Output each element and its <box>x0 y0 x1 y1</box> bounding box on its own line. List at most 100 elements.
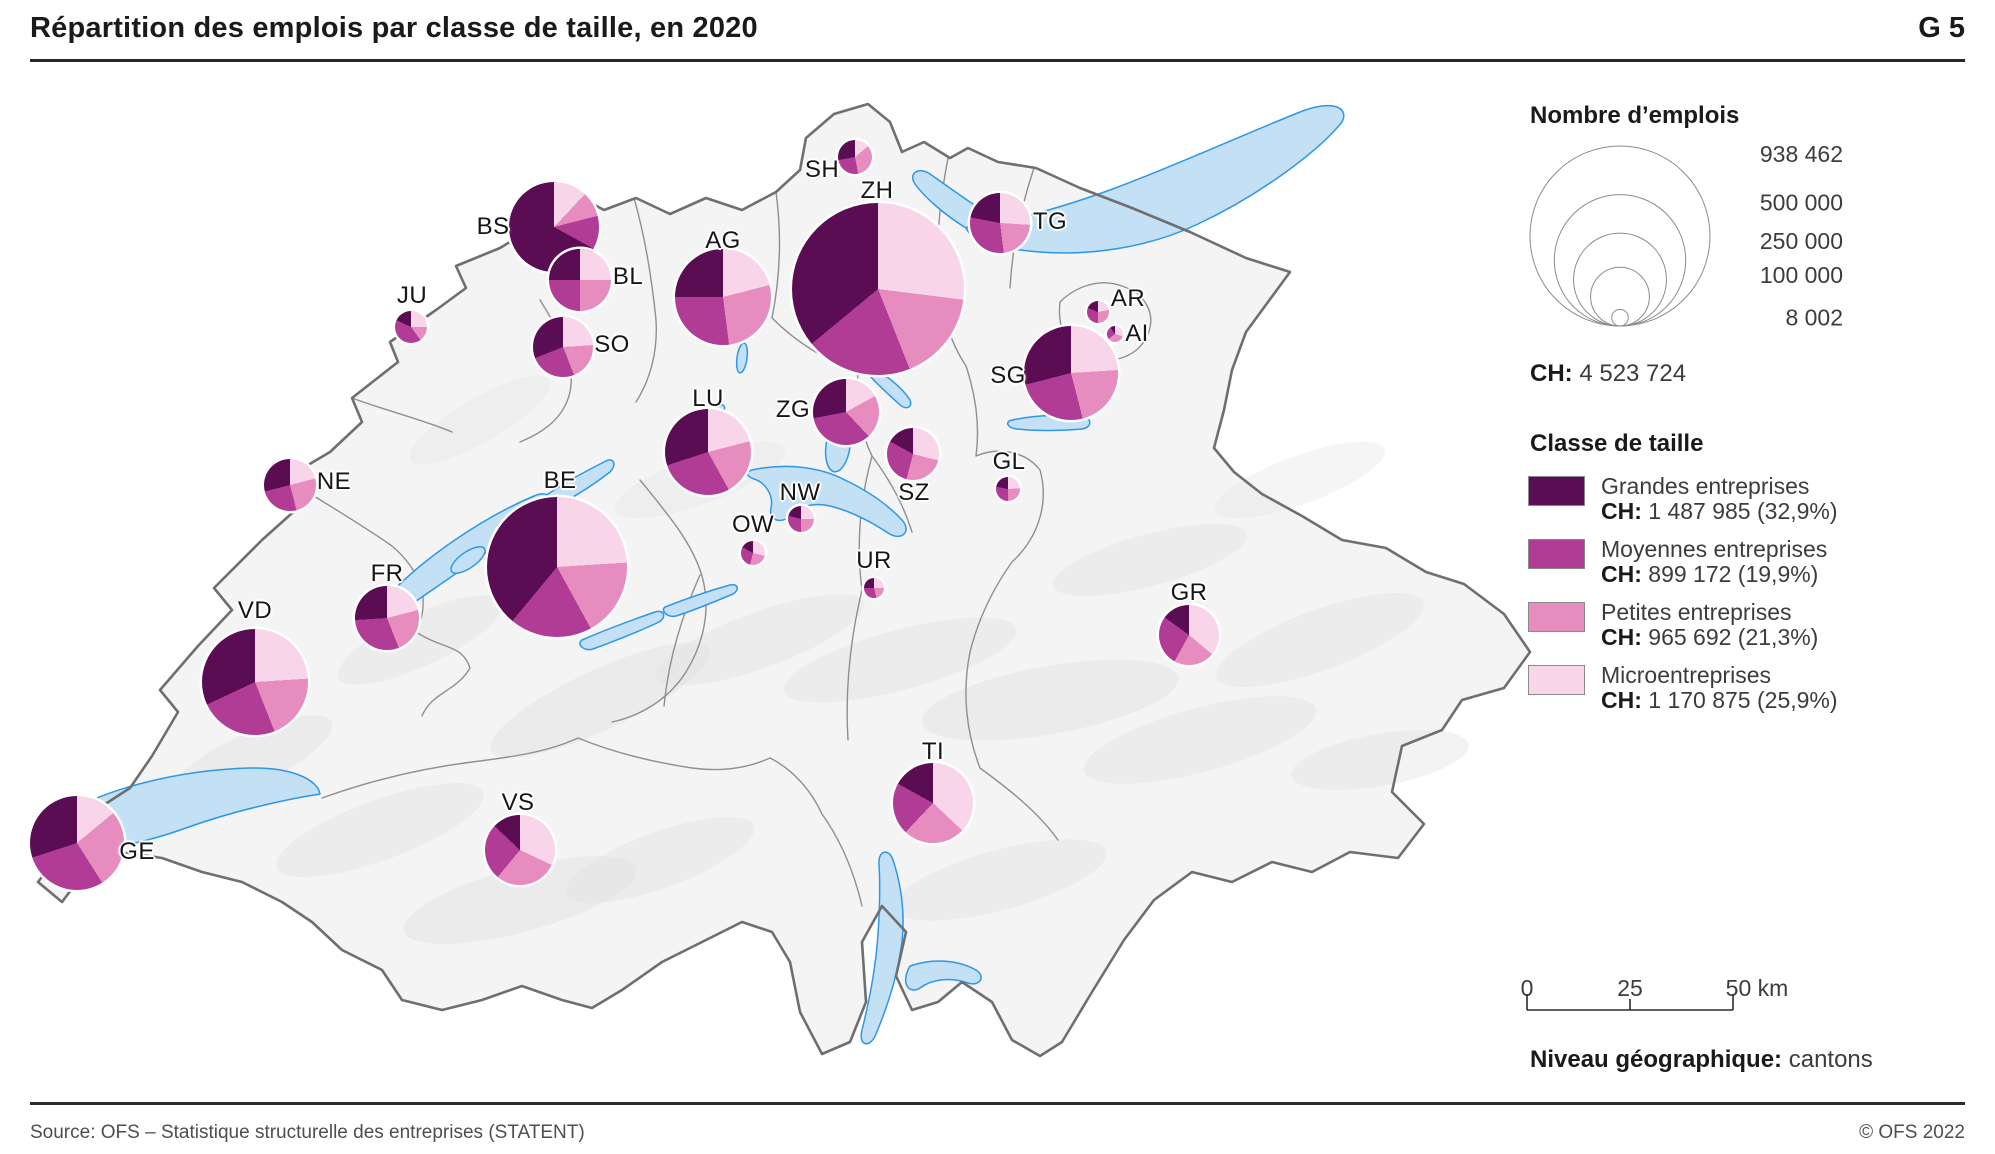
canton-pie-lu <box>665 409 751 495</box>
canton-pie-be <box>487 497 627 637</box>
legend-class-petites: Petites entreprises CH: 965 692 (21,3%) <box>1528 600 1968 650</box>
legend-class-value: CH: 1 170 875 (25,9%) <box>1601 688 1838 713</box>
lake-morat <box>450 546 486 574</box>
canton-pie-sh <box>838 140 872 174</box>
lake-constance-arm <box>911 170 989 229</box>
legend-class-ch-label: CH: <box>1601 624 1649 650</box>
canton-pie-ow <box>741 541 765 565</box>
legend-swatch-petites <box>1528 602 1585 632</box>
size-circle-250000 <box>1573 232 1667 327</box>
legend-class-text: Grandes entreprises CH: 1 487 985 (32,9%) <box>1601 474 1838 524</box>
legend-class-ch-label: CH: <box>1601 498 1649 524</box>
footer-divider <box>30 1102 1965 1105</box>
country-land <box>38 104 1530 1056</box>
legend-class-text: Petites entreprises CH: 965 692 (21,3%) <box>1601 600 1818 650</box>
canton-label-so: SO <box>594 331 630 358</box>
footer-copyright: © OFS 2022 <box>1859 1122 1965 1143</box>
canton-label-bs: BS <box>476 213 510 240</box>
footer-source: Source: OFS – Statistique structurelle d… <box>30 1122 585 1143</box>
canton-pie-ag <box>675 249 771 345</box>
canton-label-ge: GE <box>119 838 155 865</box>
size-legend-title: Nombre d’emplois <box>1530 102 1740 129</box>
size-circle-500000 <box>1553 194 1687 327</box>
canton-pie-ur <box>864 578 884 598</box>
lake-constance <box>965 104 1345 254</box>
canton-label-tg: TG <box>1032 208 1068 235</box>
size-circle-label: 500 000 <box>1760 190 1843 216</box>
canton-pie-sz <box>887 428 939 480</box>
legend-class-ch-value: 1 170 875 (25,9%) <box>1648 687 1838 713</box>
legend-swatch-micro <box>1528 665 1585 695</box>
canton-pie-vs <box>485 815 555 885</box>
canton-label-vd: VD <box>237 597 273 624</box>
canton-label-zh: ZH <box>860 177 894 204</box>
lakes <box>56 104 1345 1045</box>
canton-label-gr: GR <box>1170 579 1208 606</box>
legend-class-ch-value: 965 692 (21,3%) <box>1648 624 1819 650</box>
canton-pie-bl <box>549 249 611 311</box>
geo-level-label: Niveau géographique: <box>1530 1046 1783 1073</box>
legend-class-micro: Microentreprises CH: 1 170 875 (25,9%) <box>1528 663 1968 713</box>
lake-hallwil <box>735 342 749 374</box>
lake-thun <box>579 610 665 651</box>
canton-label-be: BE <box>543 467 577 494</box>
legend-swatch-grandes <box>1528 476 1585 506</box>
ch-total-label: CH: <box>1530 360 1573 387</box>
legend-swatch-moyennes <box>1528 539 1585 569</box>
canton-label-ow: OW <box>731 511 775 538</box>
canton-label-bl: BL <box>612 263 644 290</box>
legend-class-name: Grandes entreprises <box>1601 473 1810 499</box>
canton-label-ai: AI <box>1125 320 1149 347</box>
canton-pie-gr <box>1159 605 1219 665</box>
size-circle-938462 <box>1529 145 1711 327</box>
canton-label-fr: FR <box>370 560 404 587</box>
scalebar-label-0: 0 <box>1520 975 1534 1001</box>
canton-label-lu: LU <box>692 385 724 412</box>
geo-level-value: cantons <box>1788 1046 1873 1073</box>
canton-pie-ai <box>1107 326 1123 342</box>
lake-lugano <box>905 960 982 991</box>
size-legend-circles: 938 462 500 000 250 000 100 000 8 002 <box>1529 141 1843 330</box>
legend-class-name: Petites entreprises <box>1601 599 1792 625</box>
canton-pie-zh <box>792 203 964 375</box>
size-circle-label: 250 000 <box>1760 228 1843 254</box>
legend-class-grandes: Grandes entreprises CH: 1 487 985 (32,9%) <box>1528 474 1968 524</box>
scalebar-label-50km: 50 km <box>1725 975 1789 1001</box>
legend-class-moyennes: Moyennes entreprises CH: 899 172 (19,9%) <box>1528 537 1968 587</box>
geo-level: Niveau géographique: cantons <box>1530 1046 1873 1074</box>
canton-label-ne: NE <box>316 468 352 495</box>
legend-class-text: Moyennes entreprises CH: 899 172 (19,9%) <box>1601 537 1827 587</box>
lake-lucerne <box>746 465 907 538</box>
canton-label-sg: SG <box>990 362 1026 389</box>
canton-pie-fr <box>355 586 419 650</box>
legend-class-ch-label: CH: <box>1601 561 1649 587</box>
ch-total-value: 4 523 724 <box>1579 360 1687 387</box>
header-divider <box>30 59 1965 62</box>
canton-pie-ju <box>395 311 427 343</box>
canton-pie-nw <box>788 506 814 532</box>
scalebar-label-25: 25 <box>1617 975 1643 1001</box>
class-legend-list: Grandes entreprises CH: 1 487 985 (32,9%)… <box>1528 474 1968 726</box>
figure-id: G 5 <box>1918 12 1965 44</box>
page-title: Répartition des emplois par classe de ta… <box>30 12 758 44</box>
legend-class-value: CH: 1 487 985 (32,9%) <box>1601 499 1838 524</box>
canton-label-ju: JU <box>396 282 428 309</box>
canton-label-sh: SH <box>804 156 840 183</box>
legend-class-value: CH: 899 172 (19,9%) <box>1601 562 1827 587</box>
legend-class-ch-value: 899 172 (19,9%) <box>1648 561 1819 587</box>
scalebar <box>1526 994 1734 1011</box>
canton-pie-gl <box>996 477 1020 501</box>
canton-label-ur: UR <box>856 547 892 574</box>
legend-class-value: CH: 965 692 (21,3%) <box>1601 625 1818 650</box>
legend-class-name: Moyennes entreprises <box>1601 536 1828 562</box>
canton-label-vs: VS <box>501 789 535 816</box>
canton-pie-so <box>533 317 593 377</box>
size-circle-label: 938 462 <box>1760 141 1843 167</box>
canton-label-ti: TI <box>921 738 945 765</box>
canton-pie-zg <box>813 379 879 445</box>
canton-label-nw: NW <box>779 479 821 506</box>
canton-pie-ne <box>264 459 316 511</box>
ch-total: CH: 4 523 724 <box>1530 360 1686 388</box>
canton-label-ag: AG <box>705 227 741 254</box>
lake-brienz <box>662 583 738 618</box>
